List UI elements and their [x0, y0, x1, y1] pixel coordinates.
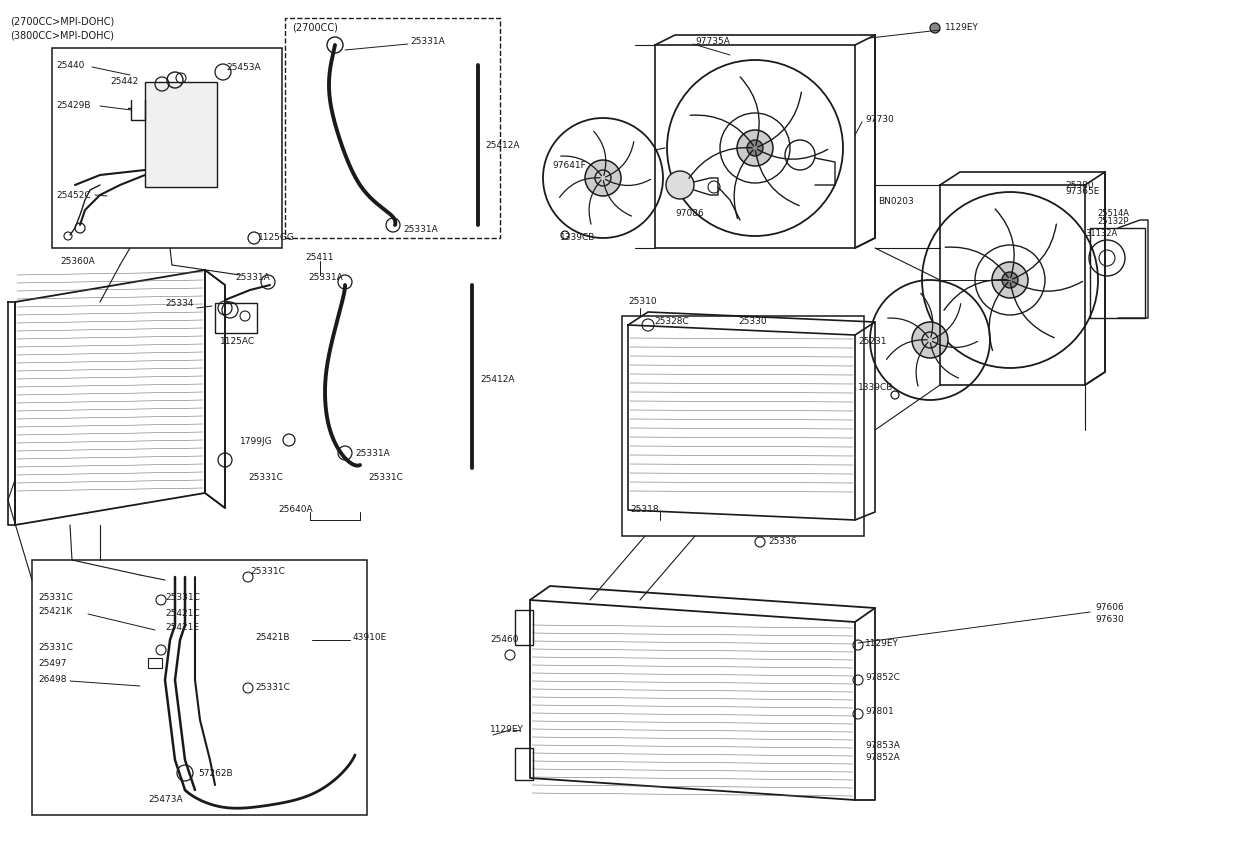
Text: 25331C: 25331C [38, 594, 73, 602]
Text: 57262B: 57262B [198, 768, 233, 778]
Text: 25514A: 25514A [1097, 209, 1128, 217]
Text: 1129EY: 1129EY [945, 24, 978, 32]
Circle shape [737, 130, 773, 166]
Text: 25411: 25411 [305, 254, 334, 263]
Text: 1799JG: 1799JG [241, 437, 273, 445]
Text: 1129EY: 1129EY [866, 639, 899, 648]
Text: 97086: 97086 [675, 209, 704, 217]
Text: 97630: 97630 [1095, 616, 1123, 624]
Bar [1090, 228, 1145, 318]
Text: 25421B: 25421B [255, 633, 289, 643]
Text: 1125GG: 1125GG [258, 232, 295, 242]
Circle shape [930, 23, 940, 33]
Text: 97365E: 97365E [1065, 187, 1100, 197]
Text: 25328C: 25328C [653, 317, 688, 326]
Bar [285, 18, 500, 238]
Text: 25460: 25460 [490, 635, 518, 644]
Text: 25336: 25336 [768, 538, 796, 546]
Circle shape [1002, 272, 1018, 288]
Bar [148, 658, 162, 668]
Text: (2700CC>MPI-DOHC): (2700CC>MPI-DOHC) [10, 17, 114, 27]
Text: 25334: 25334 [165, 298, 193, 308]
Text: 25412A: 25412A [480, 376, 515, 384]
Text: 25318: 25318 [630, 505, 658, 515]
Text: 25331C: 25331C [255, 683, 290, 693]
Bar [32, 560, 367, 815]
Text: 97730: 97730 [866, 115, 894, 125]
Text: 25310: 25310 [627, 298, 657, 306]
Bar [515, 610, 533, 645]
Text: 25453A: 25453A [226, 64, 260, 72]
Text: 25440: 25440 [56, 60, 84, 70]
Text: 25640A: 25640A [278, 505, 312, 515]
Text: (2700CC): (2700CC) [291, 23, 337, 33]
Text: 1129EY: 1129EY [490, 726, 523, 734]
Text: 25330: 25330 [738, 317, 766, 326]
Text: 25442: 25442 [110, 77, 138, 86]
Bar [622, 316, 864, 536]
Text: 25412A: 25412A [485, 141, 520, 149]
Circle shape [746, 140, 763, 156]
Text: 97801: 97801 [866, 707, 894, 717]
Circle shape [992, 262, 1028, 298]
Bar [215, 303, 257, 333]
Text: 43910E: 43910E [353, 633, 387, 643]
Text: 31132A: 31132A [1085, 228, 1117, 237]
Text: 97606: 97606 [1095, 604, 1123, 612]
Text: 25331A: 25331A [410, 37, 445, 47]
Text: 25331A: 25331A [403, 226, 438, 235]
Text: 25331A: 25331A [355, 449, 389, 458]
Text: 25331A: 25331A [236, 274, 270, 282]
Text: 25360A: 25360A [60, 258, 94, 266]
Text: 25429B: 25429B [56, 101, 91, 109]
Text: 25452C: 25452C [56, 191, 91, 199]
Circle shape [911, 322, 949, 358]
Text: 25331C: 25331C [368, 473, 403, 483]
Text: 1125AC: 1125AC [219, 338, 255, 347]
Text: 25132P: 25132P [1097, 217, 1128, 226]
Text: 25421C: 25421C [165, 610, 200, 618]
Text: 25331C: 25331C [38, 644, 73, 652]
Text: 25497: 25497 [38, 660, 67, 668]
Text: 1339CB: 1339CB [858, 383, 893, 393]
Circle shape [666, 171, 694, 199]
Text: 97641F: 97641F [552, 160, 585, 170]
Text: 25421K: 25421K [38, 607, 72, 616]
Text: BN0203: BN0203 [878, 198, 914, 207]
Text: 25331C: 25331C [250, 567, 285, 577]
Bar [515, 748, 533, 780]
Text: 25231: 25231 [858, 338, 887, 347]
Text: 26498: 26498 [38, 676, 67, 684]
Text: 97735A: 97735A [694, 37, 730, 47]
Bar [145, 82, 217, 187]
Text: 25380: 25380 [1065, 181, 1094, 189]
Text: 97852C: 97852C [866, 673, 900, 683]
Bar [52, 48, 281, 248]
Text: 97852A: 97852A [866, 754, 900, 762]
Text: 25473A: 25473A [148, 795, 182, 805]
Text: 25331C: 25331C [165, 594, 200, 602]
Text: (3800CC>MPI-DOHC): (3800CC>MPI-DOHC) [10, 31, 114, 41]
Text: 25421E: 25421E [165, 623, 198, 633]
Text: 25331C: 25331C [248, 473, 283, 483]
Circle shape [585, 160, 621, 196]
Text: 97853A: 97853A [866, 740, 900, 750]
Text: 25331A: 25331A [308, 274, 342, 282]
Text: 1339CB: 1339CB [560, 233, 595, 243]
